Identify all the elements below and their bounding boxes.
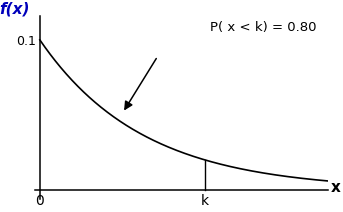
Text: f(x): f(x) (0, 1, 30, 16)
Text: x: x (331, 180, 341, 195)
Text: P( x < k) = 0.80: P( x < k) = 0.80 (211, 21, 317, 34)
